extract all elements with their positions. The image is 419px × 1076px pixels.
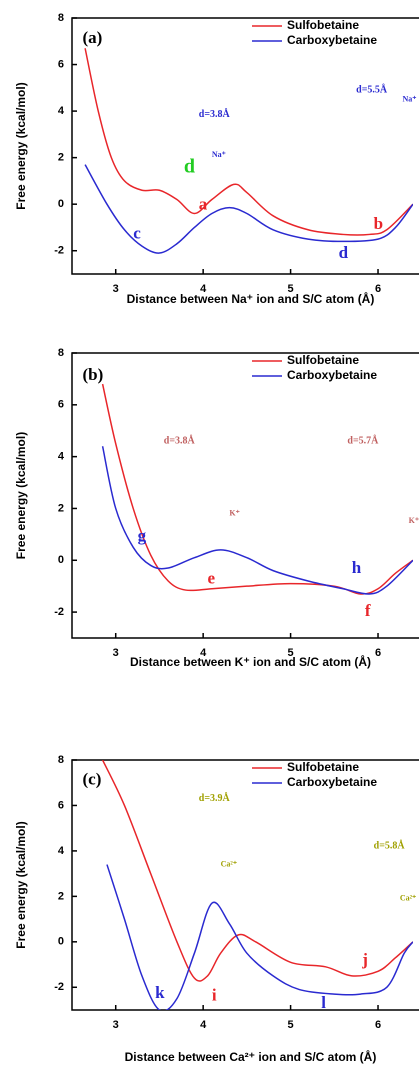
x-tick-label: 6 — [375, 283, 381, 295]
x-axis-label: Distance between Na⁺ ion and S/C atom (Å… — [127, 291, 375, 306]
annotation: (c) — [82, 769, 101, 788]
annotation: f — [365, 601, 371, 620]
annotation: i — [212, 985, 217, 1004]
annotation: K⁺ — [409, 516, 419, 525]
legend-label: Sulfobetaine — [287, 18, 359, 32]
annotation: d — [339, 243, 349, 262]
annotation: d — [184, 156, 195, 178]
plot-frame — [71, 759, 419, 1011]
annotation: l — [321, 993, 326, 1012]
y-tick-label: 2 — [58, 890, 64, 902]
annotation: (a) — [82, 28, 102, 47]
series-line — [101, 383, 413, 595]
legend-label: Sulfobetaine — [287, 760, 359, 774]
y-tick-label: 8 — [58, 347, 64, 359]
annotation: d=5.7Å — [347, 434, 379, 446]
y-tick-label: 6 — [58, 58, 64, 70]
y-tick-label: 0 — [58, 198, 64, 210]
y-tick-label: -2 — [54, 981, 64, 993]
x-tick-label: 5 — [288, 283, 294, 295]
plot-frame — [71, 352, 419, 639]
legend-label: Carboxybetaine — [287, 368, 377, 382]
y-tick-label: -2 — [54, 245, 64, 257]
y-axis-label: Free energy (kcal/mol) — [14, 432, 28, 559]
y-tick-label: 2 — [58, 502, 64, 514]
y-tick-label: 4 — [58, 451, 65, 463]
legend-label: Carboxybetaine — [287, 33, 377, 47]
annotation: Ca²⁺ — [400, 893, 416, 902]
annotation: k — [155, 983, 165, 1002]
annotation: Na⁺ — [403, 94, 417, 103]
annotation: d=3.8Å — [199, 108, 231, 120]
x-tick-label: 6 — [375, 1019, 381, 1031]
annotation: d=3.9Å — [199, 792, 231, 804]
x-tick-label: 4 — [200, 1019, 207, 1031]
annotation: h — [352, 558, 362, 577]
panel: -2 0 2 4 6 8 3 4 5 6 Distance between Ca²⁺ ion and… — [14, 754, 419, 1064]
annotation: d=5.5Å — [356, 83, 388, 95]
y-tick-label: 6 — [58, 399, 64, 411]
series-line — [101, 446, 413, 595]
y-axis-label: Free energy (kcal/mol) — [14, 82, 28, 209]
x-tick-label: 4 — [200, 647, 207, 659]
x-tick-label: 5 — [288, 1019, 294, 1031]
annotation: d=5.8Å — [374, 840, 406, 852]
annotation: a — [199, 194, 208, 213]
annotation: c — [133, 223, 141, 242]
annotation: b — [374, 214, 383, 233]
y-tick-label: 4 — [58, 105, 65, 117]
annotation: g — [138, 526, 147, 545]
y-tick-label: 8 — [58, 754, 64, 766]
legend-label: Sulfobetaine — [287, 353, 359, 367]
x-tick-label: 5 — [288, 647, 294, 659]
x-tick-label: 6 — [375, 647, 381, 659]
y-tick-label: -2 — [54, 606, 64, 618]
x-axis-label: Distance between Ca²⁺ ion and S/C atom (… — [125, 1049, 377, 1064]
x-tick-label: 3 — [113, 1019, 119, 1031]
series-line — [101, 760, 413, 982]
y-tick-label: 0 — [58, 554, 64, 566]
x-tick-label: 3 — [113, 283, 119, 295]
annotation: (b) — [82, 365, 103, 384]
y-tick-label: 4 — [58, 845, 65, 857]
panel: -2 0 2 4 6 8 3 4 5 6 Distance between K⁺ ion and S… — [14, 347, 419, 669]
series-line — [84, 48, 413, 236]
legend-label: Carboxybetaine — [287, 775, 377, 789]
y-tick-label: 2 — [58, 152, 64, 164]
x-axis-label: Distance between K⁺ ion and S/C atom (Å) — [130, 654, 371, 669]
y-tick-label: 0 — [58, 936, 64, 948]
annotation: Ca²⁺ — [221, 859, 237, 868]
annotation: Na⁺ — [212, 150, 226, 159]
series-line — [106, 864, 413, 1010]
annotation: d=3.8Å — [164, 434, 196, 446]
y-tick-label: 6 — [58, 799, 64, 811]
x-tick-label: 3 — [113, 647, 119, 659]
annotation: j — [361, 950, 368, 969]
annotation: e — [208, 569, 216, 588]
annotation: K⁺ — [229, 508, 239, 517]
plot-frame — [71, 17, 419, 275]
x-tick-label: 4 — [200, 283, 207, 295]
y-axis-label: Free energy (kcal/mol) — [14, 821, 28, 948]
series-line — [84, 164, 413, 254]
y-tick-label: 8 — [58, 12, 64, 24]
